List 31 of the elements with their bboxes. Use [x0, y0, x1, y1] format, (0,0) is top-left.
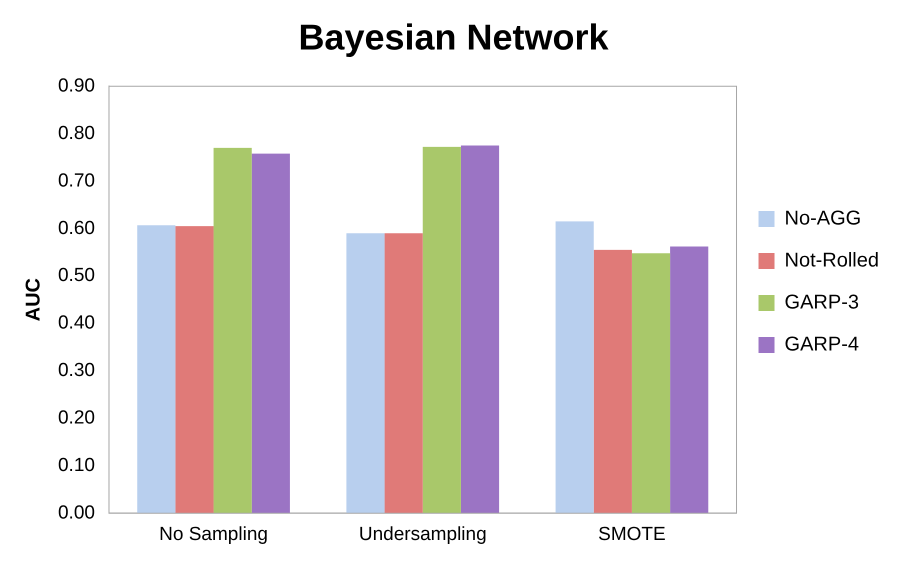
x-tick-label: Undersampling [358, 524, 487, 545]
y-tick-label: 0.30 [58, 360, 95, 382]
y-tick-label: 0.80 [58, 122, 95, 144]
legend-label: Not-Rolled [784, 250, 879, 272]
x-tick-label: No Sampling [159, 524, 268, 545]
bar [137, 225, 176, 514]
bar [252, 154, 290, 514]
bar [214, 148, 252, 514]
y-tick-label: 0.70 [58, 170, 95, 192]
legend-label: GARP-4 [784, 334, 859, 356]
bar [670, 246, 708, 514]
y-tick-label: 0.10 [58, 454, 95, 476]
bar [632, 253, 670, 514]
legend-label: No-AGG [784, 208, 862, 230]
y-tick-label: 0.20 [58, 408, 95, 429]
bar [346, 233, 385, 514]
chart-title: Bayesian Network [298, 16, 610, 58]
y-tick-label: 0.90 [58, 75, 95, 96]
y-axis-title: AUC [22, 278, 45, 322]
y-tick-label: 0.60 [58, 218, 95, 239]
y-tick-label: 0.40 [58, 312, 95, 334]
bar [594, 250, 632, 514]
x-tick-label: SMOTE [598, 524, 666, 545]
y-tick-label: 0.50 [58, 265, 95, 286]
y-tick-label: 0.00 [58, 502, 95, 524]
bar [384, 233, 423, 514]
legend-label: GARP-3 [784, 292, 859, 314]
bar [175, 226, 214, 514]
bar [556, 221, 594, 514]
bar [460, 146, 500, 514]
bar [422, 146, 461, 514]
